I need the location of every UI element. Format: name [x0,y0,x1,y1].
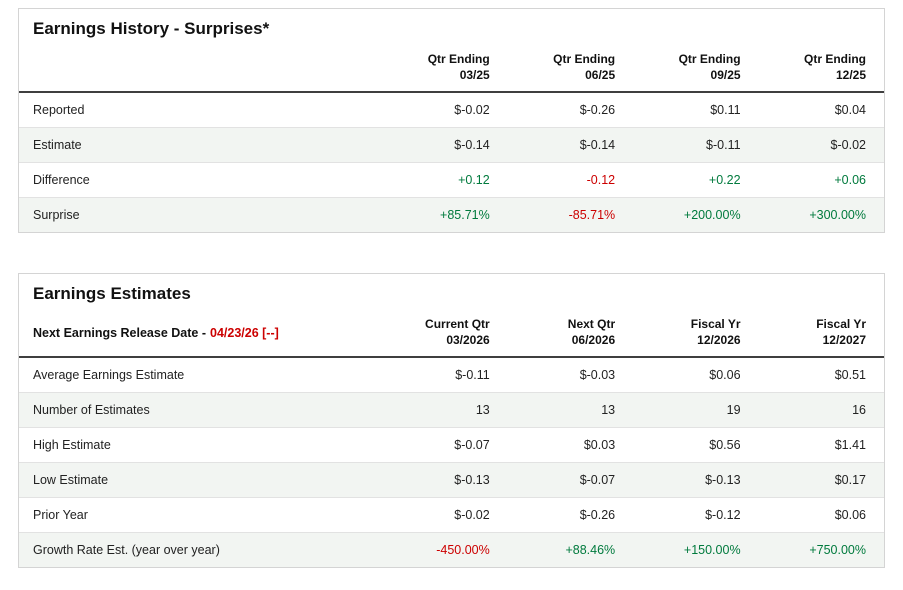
table-row-number-of-estimates: Number of Estimates 13 13 19 16 [19,392,884,428]
col-header-line2: 12/2026 [697,332,741,347]
estimates-col-header-next-qtr: Next Qtr 06/2026 [507,313,634,359]
earnings-estimates-table: Next Earnings Release Date - 04/23/26 [--… [19,313,884,568]
col-header-line2: 12/2027 [822,332,866,347]
table-row-high-estimate: High Estimate $-0.07 $0.03 $0.56 $1.41 [19,427,884,463]
col-header-line2: 03/2026 [446,332,490,347]
cell: +0.06 [758,162,884,198]
cell: +88.46% [507,532,634,568]
history-col-header-q3: Qtr Ending 09/25 [633,48,759,94]
history-col-header-q4: Qtr Ending 12/25 [758,48,884,94]
cell: $-0.13 [382,462,508,498]
row-label: Surprise [19,197,383,233]
col-header-line2: 06/25 [585,67,616,82]
col-header-line1: Fiscal Yr [816,317,866,332]
cell: $0.06 [633,356,759,393]
estimates-col-header-fiscal-yr-2: Fiscal Yr 12/2027 [758,313,884,359]
earnings-estimates-title: Earnings Estimates [33,284,191,304]
cell: $-0.03 [507,356,634,393]
cell: 13 [507,392,634,428]
table-row-reported: Reported $-0.02 $-0.26 $0.11 $0.04 [19,91,884,128]
cell: $0.04 [758,91,884,128]
cell: -85.71% [507,197,634,233]
row-label: High Estimate [19,427,383,463]
earnings-history-panel: Earnings History - Surprises* Qtr Ending… [18,8,885,234]
row-label: Number of Estimates [19,392,383,428]
col-header-line1: Next Qtr [567,317,616,332]
table-row-low-estimate: Low Estimate $-0.13 $-0.07 $-0.13 $0.17 [19,462,884,498]
cell: $-0.11 [382,356,508,393]
cell: +750.00% [758,532,884,568]
col-header-line1: Qtr Ending [804,52,866,66]
cell: +0.22 [633,162,759,198]
earnings-estimates-panel: Earnings Estimates Next Earnings Release… [18,273,885,569]
row-label: Prior Year [19,497,383,533]
cell: $-0.02 [382,91,508,128]
cell: $0.11 [633,91,759,128]
cell: -0.12 [507,162,634,198]
next-release-label: Next Earnings Release Date - [33,325,206,340]
next-release-header-cell: Next Earnings Release Date - 04/23/26 [--… [19,313,383,359]
cell: $-0.12 [633,497,759,533]
cell: +85.71% [382,197,508,233]
history-col-header-q1: Qtr Ending 03/25 [382,48,508,94]
row-label: Difference [19,162,383,198]
col-header-line1: Qtr Ending [678,52,741,66]
row-label: Growth Rate Est. (year over year) [19,532,383,568]
next-release-date-link[interactable]: 04/23/26 [--] [210,325,279,340]
cell: $-0.07 [382,427,508,463]
col-header-line1: Fiscal Yr [690,317,741,332]
cell: $0.56 [633,427,759,463]
row-label: Low Estimate [19,462,383,498]
history-header-row: Qtr Ending 03/25 Qtr Ending 06/25 Qtr En… [19,48,884,94]
row-label: Average Earnings Estimate [19,356,383,393]
table-row-estimate: Estimate $-0.14 $-0.14 $-0.11 $-0.02 [19,127,884,163]
row-label: Reported [19,91,383,128]
cell: $-0.02 [758,127,884,163]
col-header-line2: 03/25 [459,67,490,82]
cell: $-0.11 [633,127,759,163]
cell: 13 [382,392,508,428]
estimates-col-header-fiscal-yr-1: Fiscal Yr 12/2026 [633,313,759,359]
col-header-line2: 12/25 [835,67,866,82]
history-col-header-q2: Qtr Ending 06/25 [507,48,634,94]
cell: $-0.14 [507,127,634,163]
cell: $-0.07 [507,462,634,498]
estimates-col-header-current-qtr: Current Qtr 03/2026 [382,313,508,359]
estimates-header-row: Next Earnings Release Date - 04/23/26 [--… [19,313,884,359]
cell: $0.17 [758,462,884,498]
cell: $1.41 [758,427,884,463]
cell: +300.00% [758,197,884,233]
cell: +0.12 [382,162,508,198]
cell: $0.51 [758,356,884,393]
row-label: Estimate [19,127,383,163]
col-header-line1: Qtr Ending [427,52,490,66]
cell: 16 [758,392,884,428]
cell: $-0.26 [507,497,634,533]
cell: $-0.14 [382,127,508,163]
col-header-line2: 06/2026 [571,332,616,347]
cell: $0.03 [507,427,634,463]
cell: $0.06 [758,497,884,533]
cell: $-0.26 [507,91,634,128]
cell: 19 [633,392,759,428]
history-empty-header-cell [19,48,383,94]
table-row-difference: Difference +0.12 -0.12 +0.22 +0.06 [19,162,884,198]
cell: $-0.13 [633,462,759,498]
cell: -450.00% [382,532,508,568]
table-row-prior-year: Prior Year $-0.02 $-0.26 $-0.12 $0.06 [19,497,884,533]
earnings-history-table: Qtr Ending 03/25 Qtr Ending 06/25 Qtr En… [19,48,884,233]
col-header-line1: Qtr Ending [553,52,616,66]
col-header-line1: Current Qtr [425,317,490,332]
cell: +200.00% [633,197,759,233]
col-header-line2: 09/25 [710,67,741,82]
table-row-growth-rate: Growth Rate Est. (year over year) -450.0… [19,532,884,568]
cell: $-0.02 [382,497,508,533]
table-row-average-estimate: Average Earnings Estimate $-0.11 $-0.03 … [19,356,884,393]
cell: +150.00% [633,532,759,568]
earnings-history-title: Earnings History - Surprises* [33,19,270,38]
table-row-surprise: Surprise +85.71% -85.71% +200.00% +300.0… [19,197,884,233]
